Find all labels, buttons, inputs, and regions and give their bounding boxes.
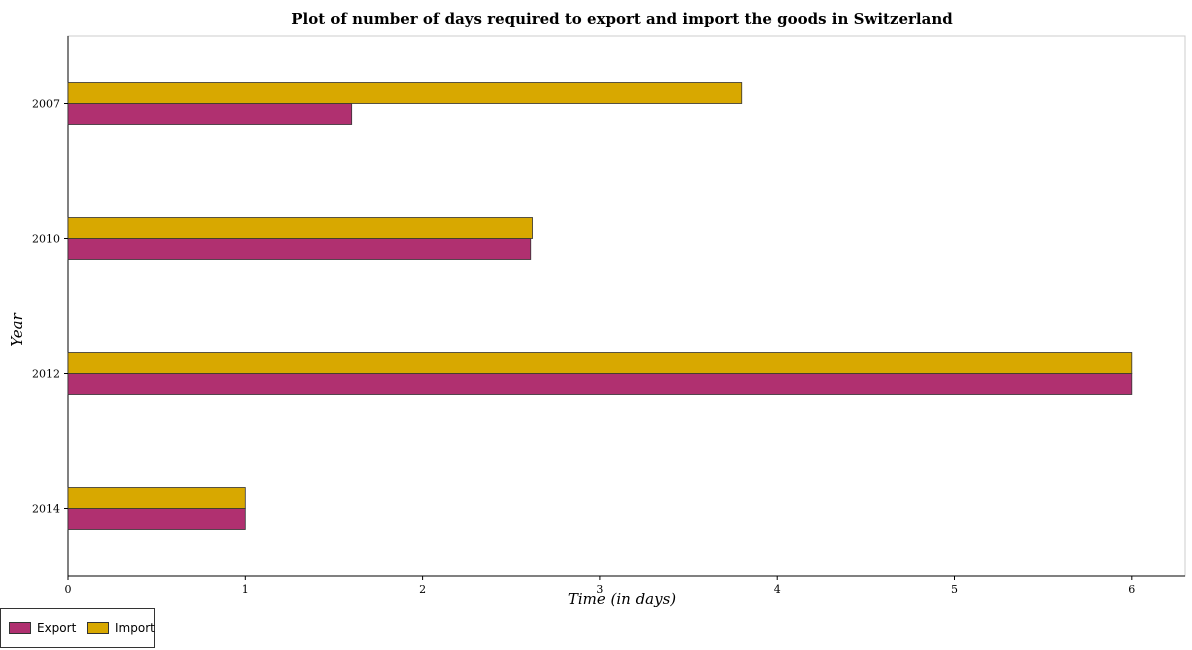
y-tick-label-2014: 2014 <box>32 503 60 516</box>
y-tick-label-2007: 2007 <box>32 98 60 111</box>
x-tick-label-4: 4 <box>774 583 781 596</box>
bar-export-2010 <box>67 238 532 260</box>
legend-label-import: Import <box>115 621 155 635</box>
x-tick-label-2: 2 <box>419 583 426 596</box>
bar-import-2014 <box>67 487 246 509</box>
bar-export-2007 <box>67 103 353 125</box>
legend-swatch-export <box>9 622 31 634</box>
legend: Export Import <box>0 608 155 648</box>
x-tick-label-0: 0 <box>65 583 72 596</box>
x-axis-label: Time (in days) <box>568 590 676 608</box>
legend-swatch-import <box>87 622 109 634</box>
plot-area: 2007 2010 2012 2014 0 1 2 3 4 5 6 <box>32 35 1186 596</box>
bar-export-2012 <box>67 373 1133 395</box>
x-tick-label-3: 3 <box>596 583 603 596</box>
chart-title: Plot of number of days required to expor… <box>291 10 953 28</box>
y-axis-label: Year <box>8 312 26 346</box>
bar-import-2007 <box>67 82 743 104</box>
bar-export-2014 <box>67 508 246 530</box>
bar-import-2012 <box>67 352 1133 374</box>
legend-label-export: Export <box>37 621 77 635</box>
y-tick-label-2010: 2010 <box>32 233 60 246</box>
x-tick-label-6: 6 <box>1128 583 1135 596</box>
y-tick-label-2012: 2012 <box>32 368 60 381</box>
bar-import-2010 <box>67 217 533 239</box>
x-tick-label-5: 5 <box>951 583 958 596</box>
x-tick-label-1: 1 <box>242 583 249 596</box>
